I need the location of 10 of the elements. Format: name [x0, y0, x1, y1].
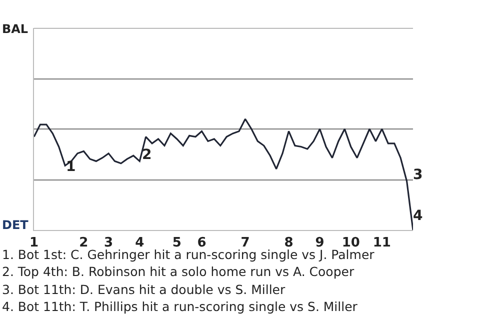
text: 2. Top 4th: B. Robinson hit a solo home run vs A. Cooper [2, 264, 355, 279]
annotation: 3 [413, 167, 423, 183]
text: 4. Bot 11th: T. Phillips hit a run-scoring single vs S. Miller [2, 299, 358, 314]
annotation: 2 [142, 147, 152, 163]
text: 3. Bot 11th: D. Evans hit a double vs S. Miller [2, 282, 286, 297]
text: BAL [2, 22, 28, 36]
text: DET [2, 218, 30, 232]
annotation: 1 [66, 159, 76, 175]
x-tick-label: 11 [372, 236, 391, 251]
annotation: 4 [413, 208, 423, 224]
